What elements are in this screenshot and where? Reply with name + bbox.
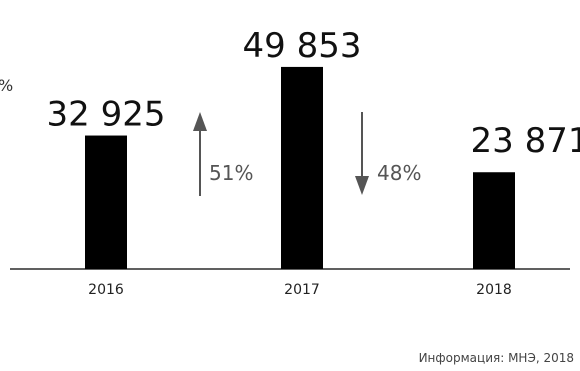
left-edge-percent: %: [0, 76, 13, 95]
x-tick-2016: 2016: [88, 282, 124, 298]
value-label-2016: 32 925: [47, 95, 166, 135]
change-arrow-up: [193, 112, 207, 196]
bar-2016: [85, 135, 127, 269]
bar-2018: [473, 172, 515, 269]
bar-2017: [281, 66, 323, 270]
change-label-down: 48%: [377, 161, 421, 185]
value-label-2018: 23 871: [471, 121, 580, 161]
change-arrow-down: [355, 112, 369, 195]
x-tick-2017: 2017: [284, 282, 320, 298]
value-label-2017: 49 853: [243, 26, 362, 66]
change-label-up: 51%: [209, 161, 253, 185]
source-note: Информация: МНЭ, 2018: [419, 351, 574, 365]
x-tick-2018: 2018: [476, 282, 512, 298]
